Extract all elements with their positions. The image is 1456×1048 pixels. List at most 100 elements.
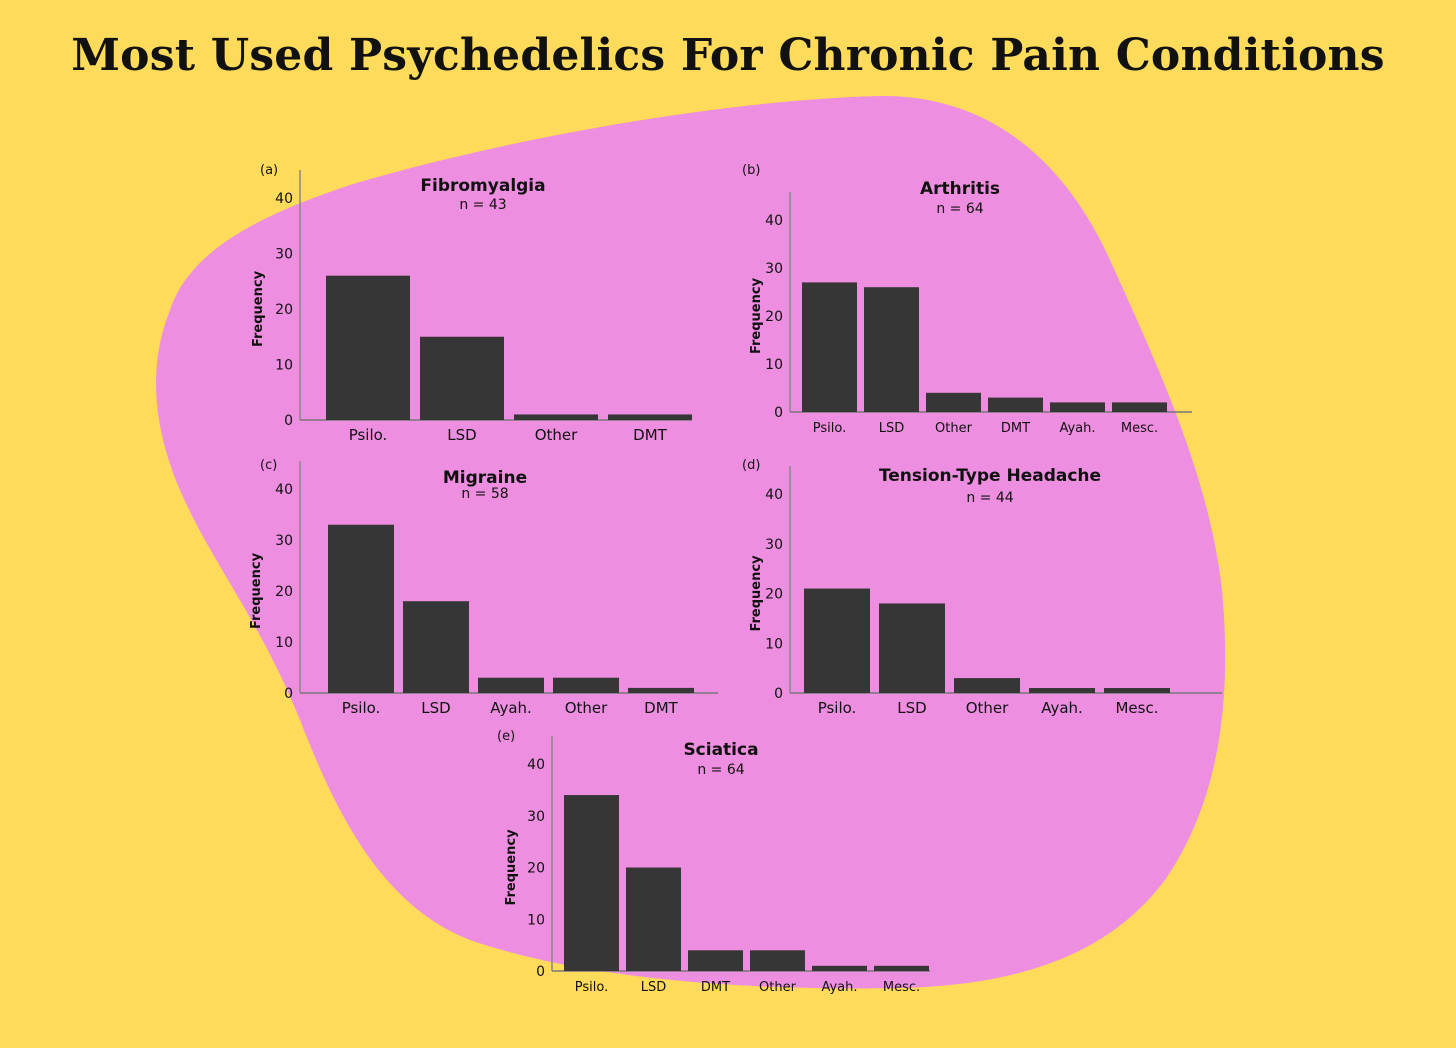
x-tick-label: Psilo. — [342, 699, 381, 717]
chart-fibromyalgia: (a) Fibromyalgia n = 43 0 10 20 30 40 Frequency P… — [245, 155, 710, 450]
y-tick-label: 0 — [774, 686, 783, 702]
y-tick-label: 10 — [765, 636, 783, 652]
x-tick-label: Ayah. — [821, 980, 857, 995]
y-tick-label: 0 — [284, 413, 293, 429]
chart-sciatica: (e) Sciatica n = 64 0 10 20 30 40 Frequency Psilo… — [485, 725, 935, 1000]
x-tick-label: Other — [966, 699, 1009, 717]
x-tick-label: LSD — [447, 426, 476, 444]
y-axis-label: Frequency — [749, 555, 764, 632]
panel-label: (a) — [260, 163, 278, 178]
bar-other — [553, 677, 619, 693]
bar-dmt — [988, 397, 1043, 412]
chart-subtitle: n = 64 — [936, 201, 983, 217]
chart-subtitle: n = 58 — [461, 486, 508, 502]
bar-mesc — [1112, 402, 1167, 412]
y-tick-label: 30 — [275, 533, 293, 549]
y-tick-label: 20 — [275, 302, 293, 318]
bar-ayah — [1029, 688, 1095, 693]
chart-migraine: (c) Migraine n = 58 0 10 20 30 40 Frequency Psilo… — [245, 452, 725, 722]
page-title: Most Used Psychedelics For Chronic Pain … — [71, 30, 1385, 81]
y-tick-label: 40 — [527, 757, 545, 773]
y-tick-label: 40 — [765, 487, 783, 503]
bar-other — [954, 678, 1020, 693]
y-tick-label: 20 — [527, 861, 545, 877]
bar-other — [750, 950, 805, 971]
x-tick-label: Psilo. — [813, 421, 846, 436]
y-tick-label: 40 — [275, 482, 293, 498]
y-tick-label: 10 — [527, 912, 545, 928]
y-tick-label: 30 — [765, 537, 783, 553]
y-tick-label: 20 — [275, 584, 293, 600]
bar-ayah — [812, 965, 867, 971]
panel-label: (c) — [260, 458, 277, 473]
bar-psilo — [564, 795, 619, 971]
x-tick-label: LSD — [879, 421, 905, 436]
chart-subtitle: n = 43 — [459, 197, 506, 213]
y-axis-label: Frequency — [251, 270, 266, 347]
chart-b-svg: (b) Arthritis n = 64 0 10 20 30 40 Frequency Psil… — [742, 163, 1192, 436]
chart-tension-type-headache: (d) Tension-Type Headache n = 44 0 10 20 30 40 F… — [730, 452, 1230, 722]
bar-ayah — [478, 677, 544, 693]
x-tick-label: Other — [535, 426, 578, 444]
bar-lsd — [420, 336, 504, 420]
y-tick-label: 40 — [275, 191, 293, 207]
chart-arthritis: (b) Arthritis n = 64 0 10 20 30 40 Frequency Psil… — [730, 155, 1200, 440]
bar-lsd — [879, 603, 945, 693]
x-tick-label: Other — [565, 699, 608, 717]
chart-title: Arthritis — [920, 179, 1000, 199]
x-tick-label: DMT — [644, 699, 678, 717]
x-tick-label: LSD — [897, 699, 926, 717]
bar-lsd — [864, 287, 919, 412]
y-tick-label: 30 — [765, 261, 783, 277]
y-tick-label: 10 — [275, 358, 293, 374]
bar-ayah — [1050, 402, 1105, 412]
chart-title: Sciatica — [683, 740, 758, 760]
x-tick-label: Psilo. — [818, 699, 857, 717]
x-tick-label: Other — [759, 980, 797, 995]
y-axis-label: Frequency — [504, 829, 519, 906]
bar-mesc — [874, 965, 929, 971]
y-tick-label: 10 — [765, 357, 783, 373]
chart-d-svg: (d) Tension-Type Headache n = 44 0 10 20 30 40 F… — [742, 458, 1222, 717]
bar-dmt — [628, 687, 694, 693]
panel-label: (e) — [497, 729, 515, 744]
bar-lsd — [403, 601, 469, 693]
bar-psilo — [802, 282, 857, 412]
bar-dmt — [688, 950, 743, 971]
bar-lsd — [626, 867, 681, 971]
x-tick-label: LSD — [421, 699, 450, 717]
bar-other — [514, 414, 598, 420]
bar-dmt — [608, 414, 692, 420]
x-tick-label: Ayah. — [490, 699, 532, 717]
blob-shape — [156, 95, 1226, 989]
bar-psilo — [804, 588, 870, 693]
bar-other — [926, 392, 981, 412]
panel-label: (b) — [742, 163, 760, 178]
y-tick-label: 20 — [765, 587, 783, 603]
y-axis-label: Frequency — [749, 277, 764, 354]
chart-title: Tension-Type Headache — [879, 466, 1101, 486]
x-tick-label: Psilo. — [575, 980, 608, 995]
x-tick-label: DMT — [701, 980, 730, 995]
chart-title: Fibromyalgia — [420, 176, 545, 196]
y-tick-label: 20 — [765, 309, 783, 325]
chart-subtitle: n = 44 — [966, 490, 1013, 506]
x-tick-label: DMT — [633, 426, 667, 444]
y-axis-label: Frequency — [249, 552, 264, 629]
chart-e-svg: (e) Sciatica n = 64 0 10 20 30 40 Frequency Psilo… — [497, 729, 930, 995]
y-tick-label: 10 — [275, 635, 293, 651]
chart-title: Migraine — [443, 468, 527, 488]
y-tick-label: 40 — [765, 213, 783, 229]
x-tick-label: Psilo. — [349, 426, 388, 444]
x-tick-label: Ayah. — [1059, 421, 1095, 436]
y-tick-label: 0 — [284, 686, 293, 702]
panel-label: (d) — [742, 458, 760, 473]
bar-psilo — [326, 275, 410, 420]
x-tick-label: Ayah. — [1041, 699, 1083, 717]
x-tick-label: Mesc. — [1121, 421, 1158, 436]
x-tick-label: Mesc. — [883, 980, 920, 995]
y-tick-label: 30 — [527, 809, 545, 825]
